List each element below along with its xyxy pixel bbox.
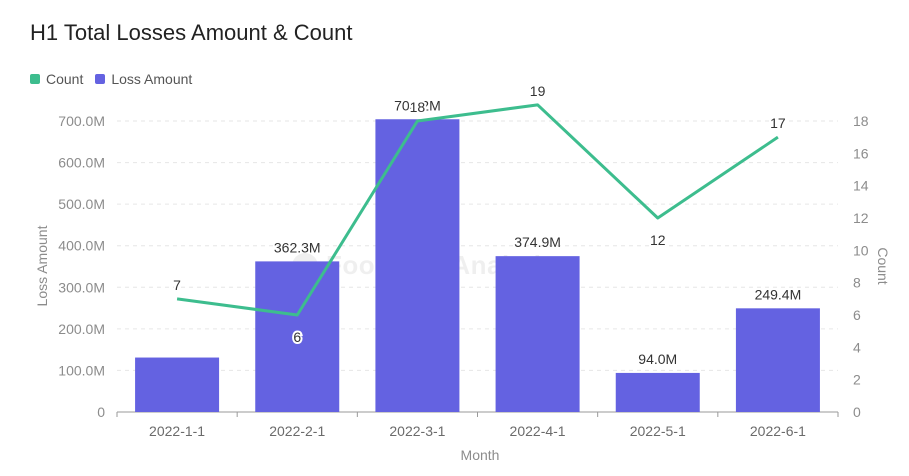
x-tick-label: 2022-1-1 (149, 423, 205, 439)
bar (735, 308, 820, 412)
legend-swatch-count (30, 74, 40, 84)
y2-tick-label: 4 (853, 339, 861, 355)
y-tick-label: 300.0M (58, 279, 105, 295)
x-tick-label: 2022-2-1 (269, 423, 325, 439)
y2-tick-label: 10 (853, 242, 869, 258)
y2-tick-label: 6 (853, 307, 861, 323)
line-data-label: 12 (650, 232, 666, 248)
x-tick-label: 2022-4-1 (510, 423, 566, 439)
chart-title: H1 Total Losses Amount & Count (30, 20, 353, 45)
y-axis-title: Loss Amount (34, 225, 50, 306)
bar-data-label: 374.9M (514, 234, 561, 250)
count-line (176, 103, 779, 317)
y2-tick-label: 14 (853, 178, 869, 194)
line-data-label: 6 (293, 329, 301, 345)
y2-axis-title: Count (875, 247, 891, 284)
chart-legend: Count Loss Amount (30, 71, 204, 87)
y-tick-label: 100.0M (58, 362, 105, 378)
bar-data-label: 362.3M (274, 239, 321, 255)
legend-item-count[interactable]: Count (30, 71, 83, 87)
bar-data-label: 249.4M (755, 286, 802, 302)
bar-data-label: 94.0M (638, 351, 677, 367)
line-data-label: 7 (173, 277, 181, 293)
y2-tick-label: 8 (853, 275, 861, 291)
y-tick-label: 500.0M (58, 196, 105, 212)
bar-data-label: 704.2M (394, 97, 441, 113)
y2-tick-label: 0 (853, 404, 861, 420)
y-tick-label: 400.0M (58, 238, 105, 254)
line-data-label: 19 (530, 83, 546, 99)
bar (615, 372, 700, 412)
x-tick-label: 2022-6-1 (750, 423, 806, 439)
y2-tick-label: 12 (853, 210, 869, 226)
y-tick-label: 700.0M (58, 113, 105, 129)
bar (135, 357, 220, 412)
y-tick-label: 200.0M (58, 321, 105, 337)
legend-item-loss-amount[interactable]: Loss Amount (95, 71, 192, 87)
y2-tick-label: 18 (853, 113, 869, 129)
bar (375, 119, 460, 412)
bar (495, 256, 580, 412)
line-data-label: 18 (410, 99, 426, 115)
y2-tick-label: 16 (853, 145, 869, 161)
x-axis-title: Month (461, 447, 500, 463)
y-tick-label: 0 (97, 404, 105, 420)
x-tick-label: 2022-5-1 (630, 423, 686, 439)
line-data-label: 17 (770, 115, 786, 131)
legend-label-count: Count (46, 71, 84, 87)
x-tick-label: 2022-3-1 (389, 423, 445, 439)
y2-tick-label: 2 (853, 372, 861, 388)
y-tick-label: 600.0M (58, 155, 105, 171)
bar (255, 261, 340, 412)
legend-label-loss-amount: Loss Amount (111, 71, 193, 87)
legend-swatch-loss-amount (95, 74, 106, 84)
